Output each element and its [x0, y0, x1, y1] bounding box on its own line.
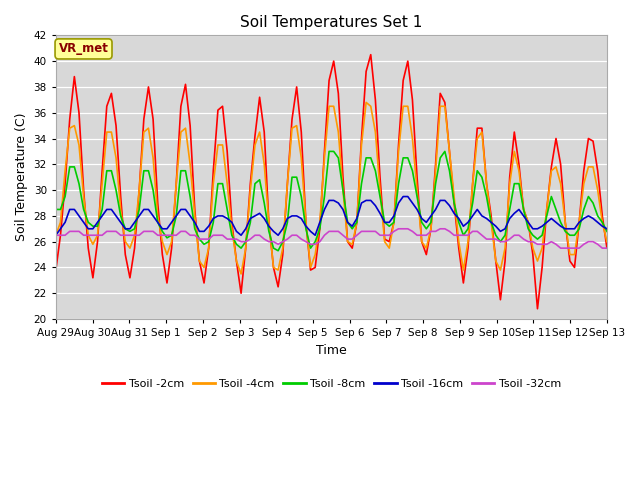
- Line: Tsoil -16cm: Tsoil -16cm: [56, 196, 607, 235]
- Tsoil -16cm: [52, 232, 60, 238]
- Tsoil -32cm: [492, 236, 500, 242]
- Tsoil -8cm: [441, 148, 449, 154]
- Tsoil -4cm: [200, 264, 208, 270]
- Tsoil -16cm: [603, 226, 611, 232]
- Tsoil -32cm: [200, 236, 208, 242]
- Tsoil -8cm: [200, 241, 208, 247]
- Tsoil -2cm: [534, 306, 541, 312]
- Tsoil -4cm: [168, 239, 175, 245]
- Tsoil -2cm: [492, 258, 500, 264]
- Y-axis label: Soil Temperature (C): Soil Temperature (C): [15, 113, 28, 241]
- Tsoil -2cm: [367, 52, 374, 58]
- Tsoil -16cm: [168, 219, 175, 225]
- Tsoil -8cm: [275, 248, 282, 253]
- Tsoil -32cm: [52, 232, 60, 238]
- Tsoil -4cm: [603, 239, 611, 245]
- Tsoil -2cm: [358, 136, 365, 142]
- Line: Tsoil -8cm: Tsoil -8cm: [56, 151, 607, 251]
- Tsoil -16cm: [492, 223, 500, 229]
- Tsoil -8cm: [325, 148, 333, 154]
- Tsoil -4cm: [594, 187, 602, 193]
- Tsoil -32cm: [436, 226, 444, 232]
- Tsoil -2cm: [200, 280, 208, 286]
- Tsoil -32cm: [594, 241, 602, 247]
- Tsoil -4cm: [497, 267, 504, 273]
- Tsoil -32cm: [168, 232, 175, 238]
- Line: Tsoil -4cm: Tsoil -4cm: [56, 102, 607, 274]
- Tsoil -4cm: [367, 103, 374, 109]
- Tsoil -32cm: [603, 245, 611, 251]
- Tsoil -4cm: [441, 103, 449, 109]
- Tsoil -2cm: [594, 168, 602, 174]
- Tsoil -16cm: [200, 228, 208, 234]
- Tsoil -2cm: [52, 267, 60, 273]
- Tsoil -2cm: [436, 91, 444, 96]
- Tsoil -4cm: [237, 271, 245, 277]
- X-axis label: Time: Time: [316, 344, 347, 357]
- Text: VR_met: VR_met: [59, 42, 108, 55]
- Tsoil -8cm: [52, 206, 60, 212]
- Title: Soil Temperatures Set 1: Soil Temperatures Set 1: [240, 15, 422, 30]
- Tsoil -8cm: [367, 155, 374, 161]
- Tsoil -32cm: [358, 228, 365, 234]
- Tsoil -8cm: [168, 232, 175, 238]
- Tsoil -32cm: [395, 226, 403, 232]
- Tsoil -16cm: [436, 198, 444, 204]
- Tsoil -16cm: [399, 193, 407, 199]
- Line: Tsoil -32cm: Tsoil -32cm: [56, 229, 607, 248]
- Tsoil -2cm: [168, 245, 175, 251]
- Legend: Tsoil -2cm, Tsoil -4cm, Tsoil -8cm, Tsoil -16cm, Tsoil -32cm: Tsoil -2cm, Tsoil -4cm, Tsoil -8cm, Tsoi…: [97, 374, 565, 393]
- Tsoil -16cm: [589, 216, 597, 221]
- Tsoil -8cm: [497, 239, 504, 245]
- Tsoil -8cm: [594, 213, 602, 219]
- Tsoil -32cm: [557, 245, 564, 251]
- Tsoil -4cm: [362, 99, 370, 105]
- Tsoil -16cm: [358, 200, 365, 206]
- Line: Tsoil -2cm: Tsoil -2cm: [56, 55, 607, 309]
- Tsoil -2cm: [603, 245, 611, 251]
- Tsoil -8cm: [603, 228, 611, 234]
- Tsoil -4cm: [52, 232, 60, 238]
